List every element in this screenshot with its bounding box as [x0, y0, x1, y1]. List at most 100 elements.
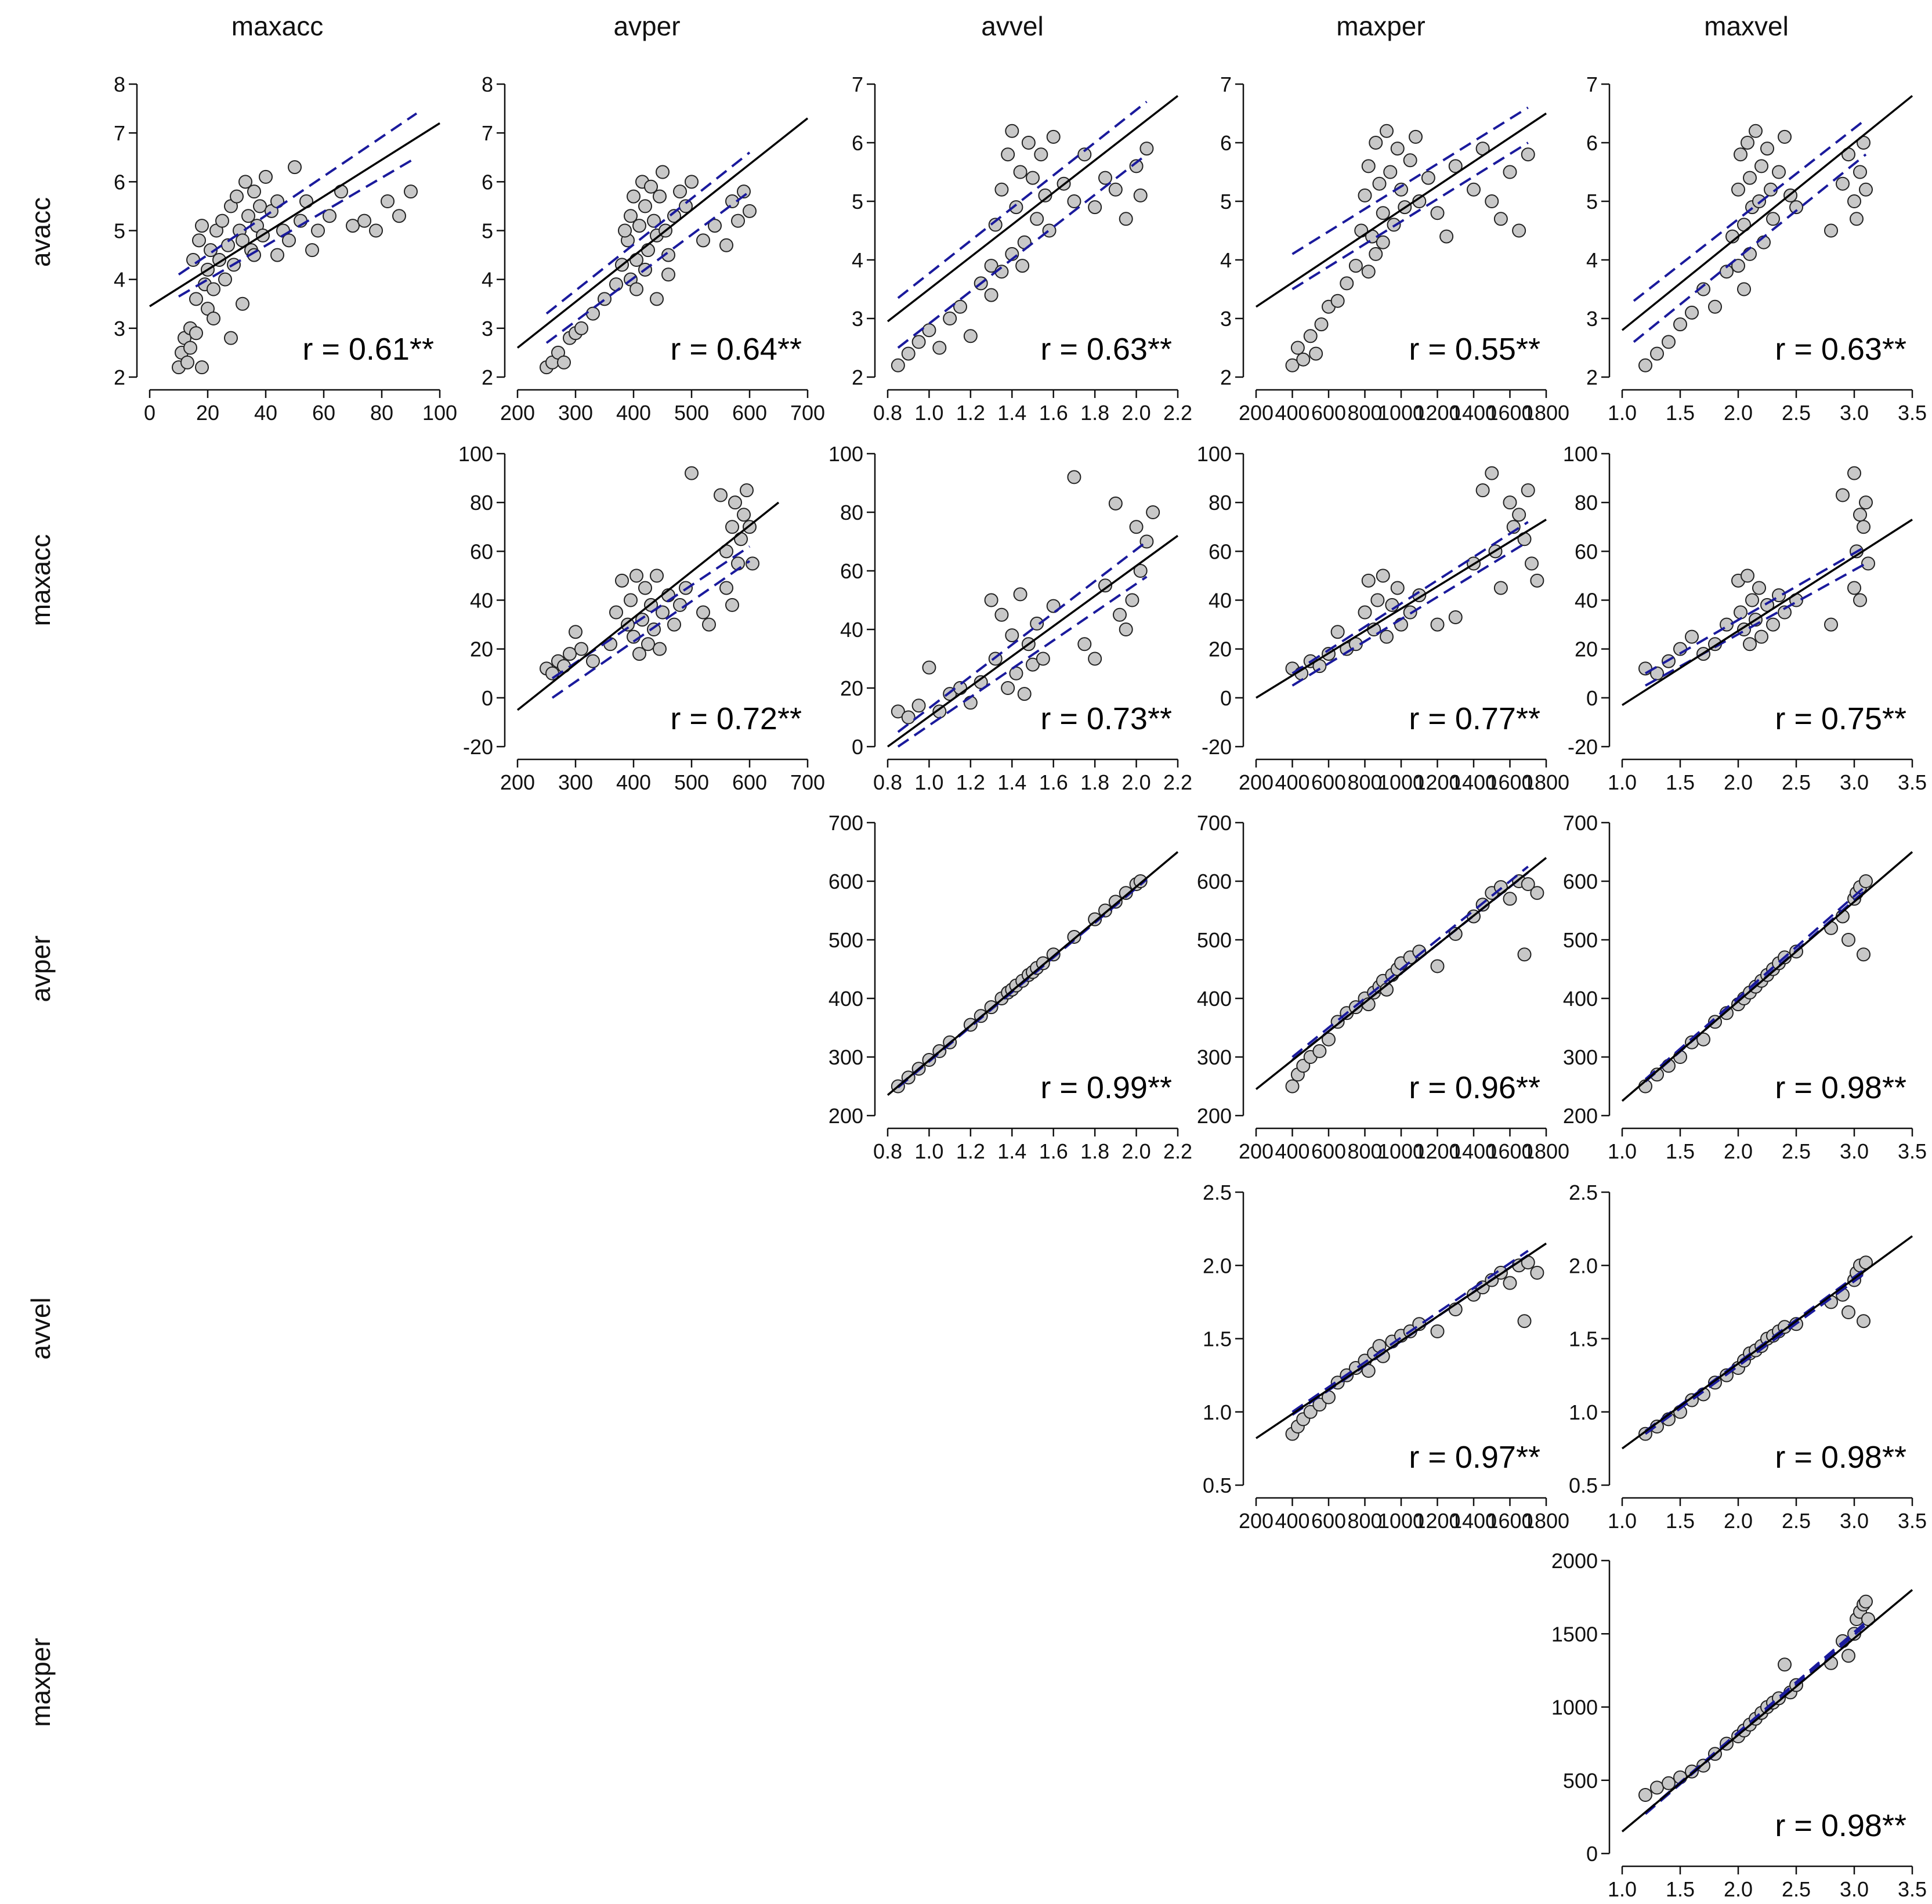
data-point [218, 272, 232, 287]
y-tick-label: -20 [1202, 735, 1232, 759]
data-point [1847, 466, 1861, 480]
x-tick-label: 800 [1347, 1139, 1382, 1163]
x-tick-label: 3.0 [1840, 1877, 1869, 1901]
fit-line [1255, 857, 1547, 1090]
y-tick-label: 200 [828, 1104, 863, 1128]
ci-lower-line [1645, 562, 1866, 687]
x-tick-label: 1000 [1378, 770, 1424, 794]
data-point [1026, 657, 1040, 672]
x-tick-label: 1400 [1450, 401, 1497, 425]
y-tick-label: 700 [1197, 811, 1232, 835]
x-tick-label: 20 [196, 401, 219, 425]
x-tick-label: 0 [144, 401, 155, 425]
x-tick-label: 700 [790, 770, 825, 794]
data-point [624, 209, 638, 223]
x-tick-label: 1.6 [1039, 1139, 1068, 1163]
data-point [1521, 877, 1535, 892]
data-point [629, 569, 643, 583]
data-point [1108, 895, 1123, 909]
y-tick-label: 60 [470, 540, 493, 563]
panel-avper-vs-maxvel: 200 300 400 500 600 700 1.0 1.5 2.0 2.5 3.0 3.5 r = … [1563, 811, 1927, 1163]
data-point [1650, 666, 1664, 680]
data-point [1376, 569, 1390, 583]
y-tick-label: 60 [1209, 540, 1232, 563]
x-tick-label: 1.6 [1039, 401, 1068, 425]
panel-avacc-vs-avper: 2 3 4 5 6 7 8 200 300 400 500 600 700 r = 0.64** [482, 73, 825, 425]
x-tick-label: 2.0 [1122, 1139, 1151, 1163]
data-point [994, 182, 1009, 197]
x-tick-label: 200 [500, 770, 535, 794]
fit-line [887, 534, 1179, 748]
x-tick-label: 0.8 [873, 770, 902, 794]
y-tick-label: 4 [1220, 248, 1232, 272]
fit-line [1256, 519, 1547, 699]
y-tick-label: 40 [1575, 589, 1598, 613]
data-point [1743, 637, 1757, 651]
x-tick-label: 40 [254, 401, 277, 425]
ci-lower-line [1633, 153, 1867, 343]
y-tick-label: 40 [470, 589, 493, 613]
x-tick-label: 1.5 [1666, 1509, 1695, 1533]
data-point [1358, 605, 1372, 620]
data-point [1030, 212, 1044, 226]
y-tick-label: 2 [1586, 365, 1598, 389]
data-point [1525, 556, 1539, 571]
x-tick-label: 200 [1239, 401, 1273, 425]
x-tick-label: 600 [732, 401, 767, 425]
data-point [1530, 886, 1544, 900]
x-tick-label: 800 [1347, 770, 1382, 794]
data-point [288, 160, 302, 175]
data-point [1448, 610, 1463, 624]
data-point [1859, 495, 1873, 510]
ci-lower-line [545, 190, 751, 344]
data-point [702, 617, 716, 632]
data-point [1390, 581, 1405, 595]
data-point [708, 219, 722, 233]
x-tick-label: 2.5 [1782, 1139, 1811, 1163]
y-tick-label: 8 [482, 73, 493, 96]
data-point [189, 326, 203, 341]
ci-lower-line [897, 153, 1148, 349]
y-tick-label: 3 [1586, 307, 1598, 331]
data-point [1731, 182, 1745, 197]
data-point [563, 647, 577, 661]
y-tick-label: 100 [828, 442, 863, 466]
y-tick-label: 40 [840, 618, 863, 642]
data-point [1530, 1265, 1544, 1280]
x-tick-label: 3.5 [1898, 1877, 1927, 1901]
fit-line [1621, 95, 1913, 331]
x-tick-label: 1400 [1450, 770, 1497, 794]
x-tick-label: 2.5 [1782, 770, 1811, 794]
data-point [1139, 534, 1154, 549]
x-tick-label: 1.8 [1080, 770, 1109, 794]
data-point [323, 209, 337, 223]
data-point [696, 233, 710, 248]
y-tick-label: 5 [114, 219, 125, 243]
x-tick-label: 1.4 [997, 1139, 1026, 1163]
y-tick-label: 6 [852, 131, 863, 155]
x-tick-label: 200 [1239, 770, 1273, 794]
data-point [1741, 569, 1754, 583]
fit-line [149, 122, 440, 307]
y-tick-label: 300 [1563, 1045, 1598, 1069]
x-tick-label: 200 [1239, 1509, 1273, 1533]
x-tick-label: 1.8 [1080, 401, 1109, 425]
y-tick-label: 0 [1586, 1842, 1598, 1866]
data-point [1015, 259, 1030, 273]
y-tick-label: 20 [470, 638, 493, 661]
x-tick-label: 100 [422, 401, 457, 425]
x-tick-label: 1.8 [1080, 1139, 1109, 1163]
data-point [1038, 188, 1052, 202]
data-point [1296, 352, 1311, 367]
panel-maxacc-vs-avvel: 0 20 40 60 80 100 0.8 1.0 1.2 1.4 1.6 1.8 2.0 2.2 r = … [828, 442, 1192, 794]
data-point [215, 213, 229, 228]
data-point [1119, 622, 1133, 636]
x-tick-label: 1800 [1523, 401, 1569, 425]
x-tick-label: 1600 [1486, 770, 1533, 794]
data-point [1046, 129, 1061, 144]
data-point [1430, 1324, 1445, 1338]
y-tick-label: 40 [1209, 589, 1232, 613]
